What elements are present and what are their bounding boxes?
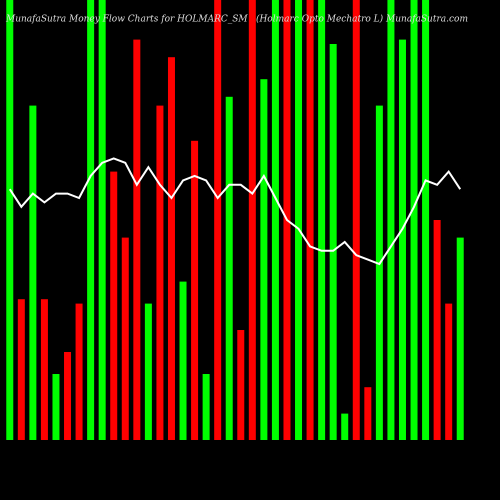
bar [133,39,141,440]
bar [202,374,210,440]
bar [433,220,441,440]
bar [260,79,268,440]
plot [6,0,464,441]
bar [422,0,430,440]
bar [40,299,48,440]
bar [52,374,60,440]
bar [6,0,14,440]
bar [98,0,106,440]
bar [17,299,25,440]
bar [64,352,72,440]
bar [237,330,245,440]
bar [445,303,453,440]
bar [167,57,175,440]
bar [144,303,152,440]
bar [75,303,83,440]
bar [271,0,279,440]
bar [352,0,360,440]
bar [398,39,406,440]
bar [121,237,129,440]
bar [456,237,464,440]
bar [191,140,199,441]
chart-subtitle: (Holmarc Opto Mechatro L) MunafaSutra.co… [256,14,468,25]
bar [306,0,314,440]
bar [410,0,418,440]
bar [318,0,326,440]
bar [248,0,256,440]
bar [295,0,303,440]
bar [110,171,118,440]
bar [156,105,164,440]
bar [375,105,383,440]
bar [329,44,337,440]
bar [29,105,37,440]
bar [364,387,372,440]
bar [179,281,187,440]
bar [214,0,222,440]
bar [341,413,349,440]
money-flow-line [8,157,462,266]
bar [225,96,233,441]
chart-title: MunafaSutra Money Flow Charts for HOLMAR… [5,15,248,25]
bar [387,0,395,440]
bar [87,0,95,440]
